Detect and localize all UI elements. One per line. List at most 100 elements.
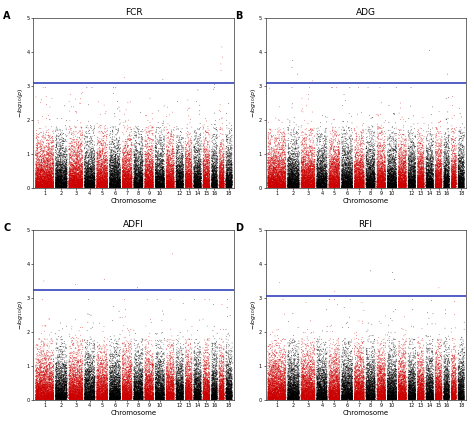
Point	[35, 181, 42, 188]
Point	[414, 388, 421, 395]
Point	[279, 390, 286, 397]
Point	[110, 176, 118, 183]
Point	[36, 156, 44, 163]
Point	[38, 374, 46, 381]
Point	[436, 163, 443, 170]
Point	[344, 150, 352, 157]
Point	[128, 179, 136, 186]
Point	[454, 180, 462, 187]
Point	[445, 183, 452, 190]
Point	[68, 161, 76, 167]
Point	[113, 165, 121, 171]
Point	[193, 172, 201, 179]
Point	[367, 396, 374, 403]
Point	[226, 389, 233, 396]
Point	[61, 173, 69, 180]
Point	[109, 376, 116, 383]
Point	[330, 391, 338, 398]
Point	[334, 391, 342, 398]
Point	[200, 165, 208, 172]
Point	[269, 184, 277, 190]
Point	[299, 153, 306, 160]
Point	[280, 392, 288, 399]
Point	[376, 130, 384, 137]
Point	[200, 181, 207, 188]
Point	[73, 390, 81, 396]
Point	[457, 359, 465, 365]
Point	[314, 379, 321, 386]
Point	[423, 362, 430, 369]
Point	[94, 395, 102, 402]
Point	[125, 184, 132, 191]
Point	[137, 391, 145, 398]
Point	[97, 152, 104, 159]
Point	[316, 173, 323, 180]
Point	[264, 383, 272, 390]
Point	[369, 184, 376, 191]
Point	[218, 114, 226, 121]
Point	[62, 184, 69, 190]
Point	[226, 395, 233, 402]
Point	[203, 369, 210, 376]
Point	[327, 145, 335, 152]
Point	[274, 181, 282, 187]
Point	[47, 178, 55, 185]
Point	[334, 170, 341, 176]
Point	[223, 178, 231, 184]
Point	[398, 154, 405, 161]
Point	[278, 152, 286, 159]
Point	[314, 391, 321, 397]
Point	[336, 162, 343, 168]
Point	[173, 360, 180, 366]
Point	[219, 179, 227, 186]
Point	[426, 180, 433, 187]
Point	[331, 166, 338, 173]
Point	[175, 169, 182, 176]
Point	[184, 170, 191, 177]
Point	[89, 388, 97, 395]
Point	[314, 170, 321, 177]
Point	[374, 395, 382, 402]
Point	[158, 180, 165, 187]
Point	[217, 389, 224, 396]
Point	[331, 380, 339, 387]
Point	[99, 383, 107, 390]
Point	[390, 374, 398, 380]
Point	[68, 385, 76, 392]
Point	[268, 367, 276, 374]
Point	[97, 180, 105, 187]
Point	[57, 372, 65, 379]
Point	[355, 155, 362, 162]
Point	[177, 181, 185, 188]
Point	[154, 390, 161, 396]
Point	[455, 169, 463, 176]
Point	[389, 162, 396, 169]
Point	[203, 117, 210, 124]
Point	[455, 373, 462, 380]
Point	[273, 181, 281, 188]
Point	[124, 163, 131, 170]
Point	[419, 183, 426, 190]
Point	[376, 173, 383, 180]
Point	[267, 181, 275, 188]
Point	[435, 388, 442, 395]
Point	[148, 392, 155, 399]
Point	[320, 391, 328, 398]
Point	[224, 379, 231, 385]
Point	[322, 175, 330, 182]
Point	[316, 180, 324, 187]
Point	[225, 365, 233, 372]
Point	[48, 174, 56, 181]
Point	[116, 181, 123, 188]
Point	[284, 158, 292, 165]
Point	[302, 396, 310, 402]
Point	[202, 385, 210, 391]
Point	[204, 382, 212, 388]
Point	[321, 178, 329, 185]
Point	[450, 163, 458, 170]
Point	[401, 393, 408, 400]
Point	[107, 179, 115, 185]
Point	[210, 179, 218, 185]
Point	[291, 394, 299, 401]
Point	[434, 396, 441, 403]
